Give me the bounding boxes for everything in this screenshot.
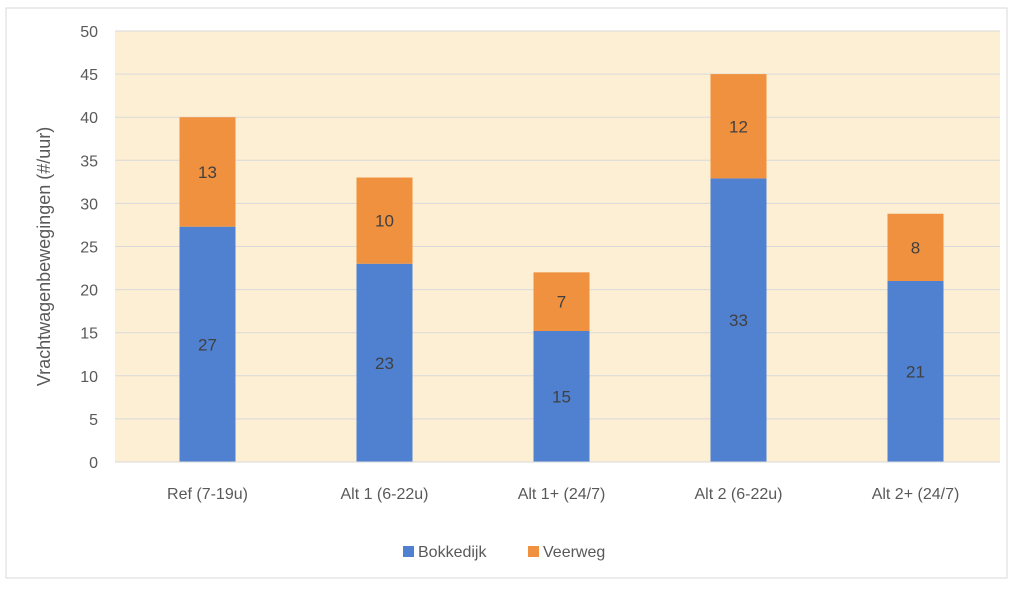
y-tick-label: 45	[80, 67, 98, 84]
legend-swatch-veerweg	[528, 546, 539, 557]
bar-veerweg-0	[179, 117, 236, 227]
y-tick-label: 0	[89, 455, 98, 472]
axes: 0 5 10 15 20 25 30 35 40 45 50 Ref (7-19u) Alt 1 (6-…	[80, 24, 1000, 503]
gridlines	[115, 30, 1000, 463]
y-tick-label: 20	[80, 283, 98, 300]
bar-bokkedijk-4	[887, 280, 944, 462]
y-axis-title: Vrachtwagenbewegingen (#/uur)	[34, 127, 54, 387]
data-label-veerweg-2: 7	[557, 293, 566, 312]
bar-bokkedijk-2	[533, 330, 590, 462]
data-label-bokkedijk-0: 27	[198, 335, 217, 354]
x-tick-label: Ref (7-19u)	[167, 486, 248, 503]
data-label-bokkedijk-3: 33	[729, 311, 748, 330]
x-tick-label: Alt 2+ (24/7)	[872, 486, 960, 503]
x-tick-label: Alt 1 (6-22u)	[340, 486, 428, 503]
bar-bokkedijk-0	[179, 226, 236, 462]
y-tick-label: 35	[80, 153, 98, 170]
x-tick-label: Alt 2 (6-22u)	[694, 486, 782, 503]
bar-bokkedijk-3	[710, 178, 767, 463]
y-tick-label: 10	[80, 369, 98, 386]
x-tick-label: Alt 1+ (24/7)	[518, 486, 606, 503]
data-label-veerweg-0: 13	[198, 163, 217, 182]
data-labels: 27 13 23 10 15 7 33 12 21 8	[198, 117, 925, 406]
data-label-bokkedijk-4: 21	[906, 362, 925, 381]
data-label-veerweg-1: 10	[375, 212, 394, 231]
y-tick-label: 50	[80, 24, 98, 41]
y-tick-label: 5	[89, 412, 98, 429]
bar-veerweg-2	[533, 272, 590, 331]
data-label-veerweg-4: 8	[911, 238, 920, 257]
bars	[179, 74, 944, 463]
legend-label-bokkedijk: Bokkedijk	[418, 544, 487, 561]
y-tick-label: 15	[80, 326, 98, 343]
legend: Bokkedijk Veerweg	[403, 544, 605, 561]
y-tick-label: 40	[80, 110, 98, 127]
legend-swatch-bokkedijk	[403, 546, 414, 557]
y-tick-label: 25	[80, 240, 98, 257]
bar-bokkedijk-1	[356, 263, 413, 462]
legend-label-veerweg: Veerweg	[543, 544, 605, 561]
bar-veerweg-4	[887, 213, 944, 281]
y-tick-label: 30	[80, 196, 98, 213]
data-label-bokkedijk-1: 23	[375, 354, 394, 373]
bar-veerweg-3	[710, 74, 767, 179]
bar-veerweg-1	[356, 177, 413, 264]
data-label-bokkedijk-2: 15	[552, 387, 571, 406]
data-label-veerweg-3: 12	[729, 117, 748, 136]
